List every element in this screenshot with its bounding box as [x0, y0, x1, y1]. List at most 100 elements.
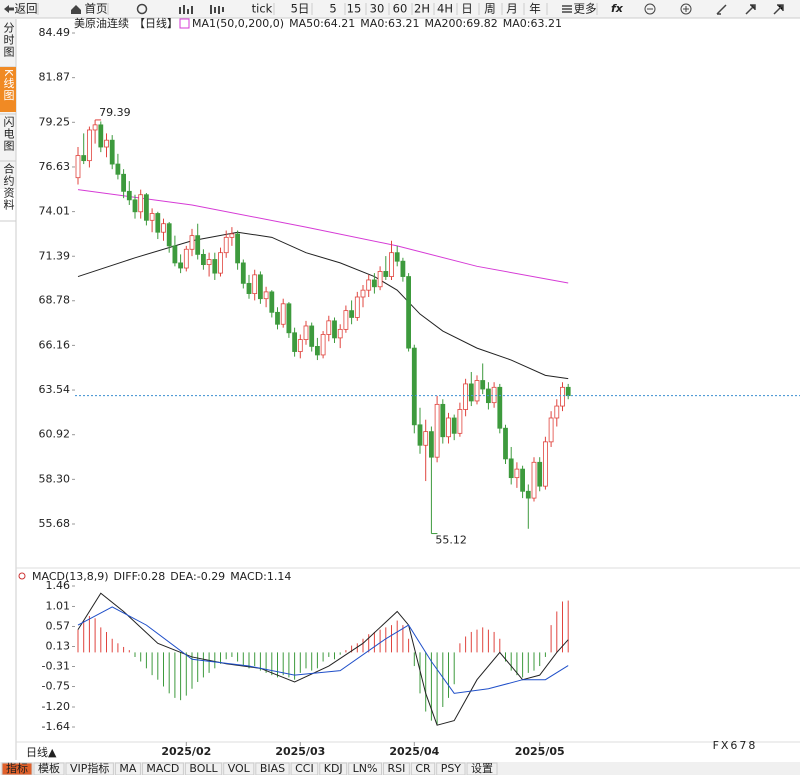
candle-body [343, 310, 349, 330]
candle-body [87, 129, 92, 162]
y-tick-label: -0.31 [42, 660, 70, 673]
candle-body [309, 325, 315, 347]
home-icon[interactable] [71, 5, 81, 14]
toolbar-button[interactable]: tick [252, 2, 273, 16]
indicator-tab[interactable]: BOLL [189, 762, 218, 775]
indicator-tab[interactable]: 设置 [471, 762, 493, 775]
candle-body [474, 380, 480, 402]
candle-body [332, 320, 337, 339]
candle-body [183, 248, 189, 269]
candle-body [394, 252, 400, 262]
legend-entry: DEA:-0.29 [170, 570, 225, 583]
expand-icon[interactable] [745, 4, 756, 15]
indicator-tab[interactable]: MACD [146, 762, 179, 775]
tab-bar [0, 762, 800, 775]
candle-body [263, 291, 269, 300]
fullscreen-icon[interactable] [773, 4, 784, 15]
sidebar-tab[interactable]: K线图 [2, 69, 15, 101]
candle-body [143, 194, 149, 221]
candle-body [354, 296, 360, 318]
zoom-in-icon[interactable] [680, 3, 692, 15]
toolbar-button[interactable]: 2H [414, 2, 430, 16]
candle-body [104, 139, 109, 148]
legend-entry: MA200:69.82 [425, 17, 498, 30]
toolbar-button[interactable]: 年 [529, 2, 541, 16]
candle-body [320, 334, 326, 356]
zoom-out-icon[interactable] [644, 3, 656, 15]
candle-body [240, 262, 246, 284]
draw-icon[interactable] [716, 4, 727, 15]
indicator-tab[interactable]: CR [415, 762, 431, 775]
candle-body [565, 386, 571, 397]
macd-line [77, 592, 569, 726]
y-tick-label: -1.20 [42, 700, 70, 713]
legend-entry: MACD(13,8,9) [32, 570, 109, 583]
candle-body [149, 213, 155, 221]
candle-body [337, 328, 343, 339]
toolbar-button[interactable]: 60 [393, 2, 408, 16]
toolbar-button[interactable]: 日 [461, 2, 473, 16]
candle-body [235, 233, 241, 264]
candle-body [246, 282, 252, 294]
candle-icon[interactable] [210, 5, 224, 14]
y-tick-label: 1.01 [46, 599, 71, 612]
toolbar-button[interactable]: 返回 [15, 2, 38, 16]
candle-body [189, 235, 195, 250]
zoom-in-plus [683, 6, 689, 12]
candle-body [98, 124, 104, 148]
sidebar-tab[interactable]: 合约资料 [2, 162, 15, 211]
y-tick-label: 71.39 [39, 249, 71, 262]
indicator-tab[interactable]: KDJ [324, 762, 343, 775]
candle-body [360, 289, 366, 298]
candle-body [560, 386, 565, 407]
indicator-tab[interactable]: 模板 [38, 761, 60, 775]
candle-body [497, 386, 503, 429]
y-tick-label: 74.01 [39, 205, 71, 218]
candle-body [451, 417, 457, 434]
indicator-tab[interactable]: RSI [387, 762, 405, 775]
candle-body [303, 325, 309, 340]
back-icon[interactable] [4, 5, 14, 13]
indicator-tab[interactable]: BIAS [260, 762, 285, 775]
toolbar-button[interactable]: 月 [506, 2, 518, 16]
candle-body [275, 311, 280, 325]
bar-icon[interactable] [179, 5, 193, 14]
toolbar-button[interactable]: 5日 [291, 2, 310, 16]
toolbar-button[interactable]: 5 [329, 2, 336, 16]
candle-body [434, 403, 440, 458]
toolbar-button[interactable]: 4H [437, 2, 453, 16]
toolbar-button[interactable]: 周 [484, 2, 496, 16]
candle-body [468, 383, 474, 402]
indicator-tab[interactable]: VIP指标 [70, 761, 109, 775]
legend-entry: MACD:1.14 [230, 570, 291, 583]
indicator-tab[interactable]: PSY [441, 762, 462, 775]
toolbar-button[interactable]: 15 [347, 2, 362, 16]
settings-icon[interactable] [18, 572, 26, 580]
candle-body [292, 332, 298, 352]
candle-body [200, 253, 206, 266]
candle-body [126, 190, 132, 201]
toolbar-button[interactable]: 更多 [574, 2, 597, 16]
toolbar-button[interactable]: 30 [370, 2, 385, 16]
indicator-tab[interactable]: LN% [353, 762, 378, 775]
legend-entry: MA0:63.21 [360, 17, 419, 30]
menu-icon[interactable] [562, 5, 572, 13]
tab-box [466, 762, 498, 775]
indicator-tab[interactable]: MA [119, 762, 136, 775]
candle-body [81, 155, 87, 162]
sidebar-tab-active [0, 67, 16, 112]
fx-icon[interactable]: fx [611, 2, 624, 15]
candle-body [525, 490, 531, 499]
toolbar-button[interactable]: 首页 [85, 2, 108, 16]
candle-body [172, 245, 178, 264]
sidebar-tab[interactable]: 闪电图 [2, 115, 15, 152]
indicator-tab[interactable]: VOL [228, 762, 251, 775]
indicator-tab[interactable]: 指标 [6, 761, 28, 775]
y-tick-label: 55.68 [39, 517, 71, 530]
sidebar-tab[interactable]: 分时图 [2, 22, 15, 58]
indicator-tab[interactable]: CCI [295, 762, 314, 775]
period-selector[interactable]: 日线▲ [26, 745, 57, 759]
candle-body [138, 194, 144, 213]
refresh-icon[interactable] [136, 3, 148, 15]
